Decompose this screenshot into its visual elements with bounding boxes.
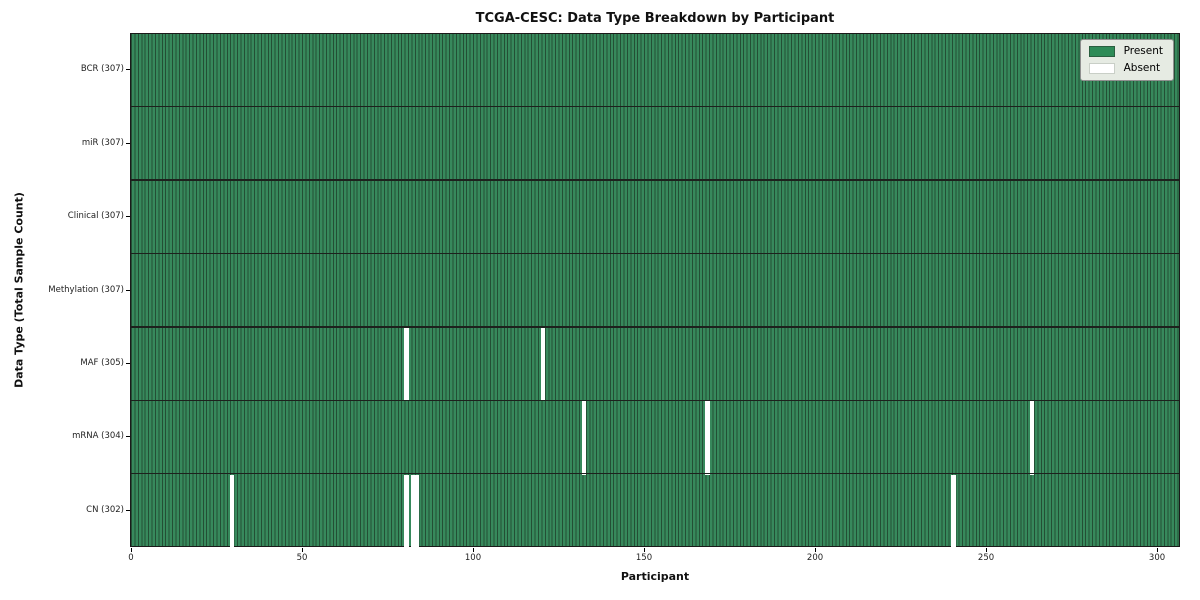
absent-cell-MAF-120 [540,327,546,402]
absent-cell-CN-83 [414,474,419,548]
x-tick-label-250: 250 [977,553,995,563]
legend-item-absent: Absent [1088,62,1163,75]
absent-cell-CN-240 [951,474,956,548]
x-tick-mark [301,548,303,552]
chart-title: TCGA-CESC: Data Type Breakdown by Partic… [475,11,835,26]
legend-item-present: Present [1088,45,1163,58]
y-tick-label-CN: CN (302) [86,504,124,515]
x-tick-mark [985,548,987,552]
x-tick-mark [814,548,816,552]
absent-cell-CN-80 [404,474,409,548]
x-tick-label-100: 100 [464,553,482,563]
y-tick-mark [126,289,130,291]
legend: Present Absent [1079,39,1174,81]
y-tick-mark [126,142,130,144]
absent-cell-mRNA-263 [1029,401,1035,475]
heatmap-plot: Present Absent [130,33,1180,548]
present-swatch [1088,46,1115,57]
row-divider [131,326,1179,328]
row-divider [131,399,1179,402]
y-tick-label-BCR: BCR (307) [80,64,124,75]
x-tick-mark [472,548,474,552]
absent-cell-mRNA-132 [581,401,587,475]
y-tick-mark [126,509,130,511]
y-tick-label-mRNA: mRNA (304) [72,431,124,442]
absent-cell-CN-82 [410,474,416,548]
row-divider [131,179,1179,181]
x-tick-label-200: 200 [806,553,824,563]
absent-swatch [1088,63,1115,74]
row-divider [131,252,1179,255]
x-tick-mark [1156,548,1158,552]
x-tick-label-0: 0 [128,553,134,563]
row-divider [131,106,1179,108]
legend-label-present: Present [1123,45,1163,58]
legend-label-absent: Absent [1123,62,1161,75]
absent-cell-CN-29 [229,474,235,548]
x-tick-mark [643,548,645,552]
y-tick-mark [126,216,130,218]
x-axis-title: Participant [620,570,690,583]
y-tick-label-Methylation: Methylation (307) [48,284,124,295]
y-tick-mark [126,362,130,364]
row-divider [131,473,1179,475]
absent-cell-mRNA-168 [704,401,710,475]
absent-cell-MAF-80 [404,327,409,402]
y-tick-mark [126,69,130,71]
y-tick-label-miR: miR (307) [81,137,124,148]
x-tick-label-50: 50 [296,553,308,563]
y-tick-label-MAF: MAF (305) [80,357,124,368]
x-tick-label-300: 300 [1148,553,1166,563]
y-tick-mark [126,436,130,438]
x-tick-label-150: 150 [635,553,653,563]
y-tick-label-Clinical: Clinical (307) [67,211,124,222]
x-tick-mark [130,548,132,552]
